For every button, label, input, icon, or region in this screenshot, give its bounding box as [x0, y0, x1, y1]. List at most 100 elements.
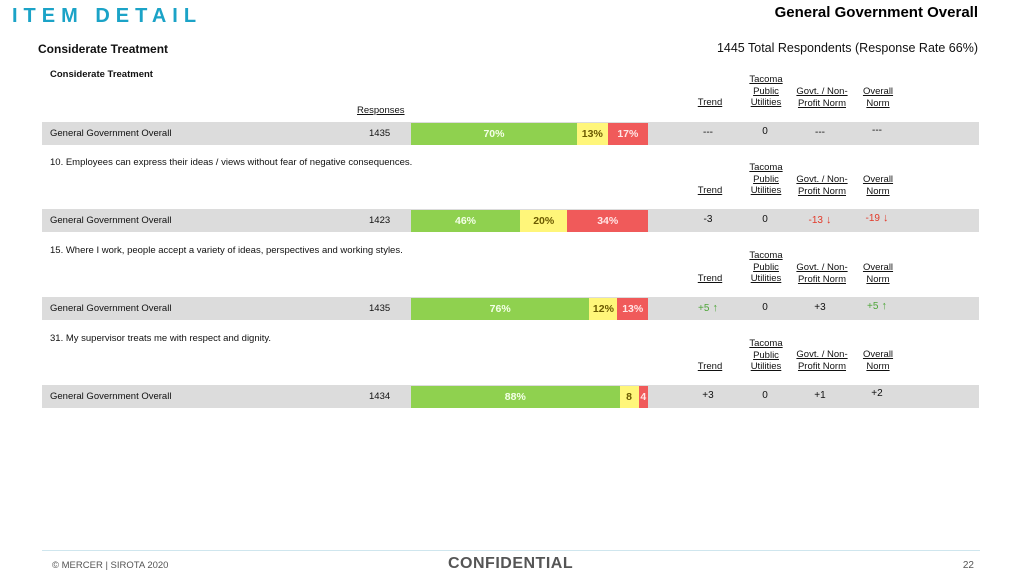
tpu-column-header: Tacoma Public Utilities: [741, 162, 791, 197]
table-row: General Government Overall 1423 46% 20% …: [42, 209, 979, 232]
group-title: General Government Overall: [774, 4, 978, 21]
neutral-segment: 13%: [576, 123, 608, 145]
govt-norm-column-header: Govt. / Non- Profit Norm: [790, 262, 854, 285]
response-count: 1435: [369, 128, 391, 139]
respondents-summary: 1445 Total Respondents (Response Rate 66…: [716, 41, 978, 55]
tpu-header-line: Tacoma: [749, 338, 783, 349]
favorable-segment: 76%: [411, 298, 590, 320]
response-bar: 46% 20% 34%: [411, 210, 648, 232]
overall-norm-cell: +5 ↑: [857, 300, 897, 312]
overall-header-line: Overall: [862, 86, 894, 97]
trend-header-text: Trend: [697, 361, 723, 372]
favorable-segment: 88%: [411, 386, 620, 408]
unfavorable-segment: 17%: [607, 123, 648, 145]
arrow-down-icon: ↓: [882, 212, 889, 224]
tpu-value: 0: [762, 390, 768, 401]
neutral-segment: 20%: [520, 210, 568, 232]
govt-norm-column-header: Govt. / Non- Profit Norm: [790, 86, 854, 109]
question-text: 15. Where I work, people accept a variet…: [50, 245, 403, 256]
overall-header-line: Norm: [866, 273, 890, 285]
govt-norm-value: -13: [808, 215, 823, 226]
trend-cell: +5 ↑: [688, 302, 728, 314]
tpu-header-line: Public: [753, 349, 779, 361]
trend-value: +3: [702, 390, 714, 401]
unfavorable-segment: 4: [638, 386, 648, 408]
overall-norm-column-header: Overall Norm: [856, 349, 900, 372]
overall-header-line: Overall: [862, 262, 894, 273]
trend-header-text: Trend: [697, 185, 723, 196]
neutral-segment: 8: [619, 386, 639, 408]
response-count: 1435: [369, 303, 391, 314]
govt-header-line: Govt. / Non-: [796, 349, 848, 360]
response-count: 1423: [369, 215, 391, 226]
overall-norm-cell: -19 ↓: [857, 212, 897, 224]
govt-header-line: Govt. / Non-: [796, 86, 848, 97]
tpu-header-line: Utilities: [750, 97, 782, 108]
trend-column-header: Trend: [690, 97, 730, 109]
govt-norm-value: +3: [814, 302, 826, 313]
govt-norm-column-header: Govt. / Non- Profit Norm: [790, 349, 854, 372]
govt-header-line: Profit Norm: [797, 185, 847, 197]
govt-norm-cell: -13 ↓: [800, 214, 840, 226]
table-row: General Government Overall 1435 70% 13% …: [42, 122, 979, 145]
footer-divider: [42, 550, 980, 551]
overall-norm-column-header: Overall Norm: [856, 86, 900, 109]
response-bar: 70% 13% 17%: [411, 123, 648, 145]
question-text: 31. My supervisor treats me with respect…: [50, 333, 272, 344]
overall-header-line: Norm: [866, 185, 890, 197]
overall-norm-value: -19: [865, 213, 880, 224]
neutral-segment: 12%: [589, 298, 618, 320]
trend-header-text: Trend: [697, 273, 723, 284]
table-sub-heading: Considerate Treatment: [50, 69, 153, 80]
tpu-header-line: Public: [753, 85, 779, 97]
govt-header-line: Profit Norm: [797, 273, 847, 285]
section-heading: Considerate Treatment: [38, 42, 169, 56]
overall-norm-value: +2: [871, 388, 883, 399]
trend-value: +5: [698, 303, 710, 314]
govt-header-line: Govt. / Non-: [796, 174, 848, 185]
trend-column-header: Trend: [690, 185, 730, 197]
response-bar: 76% 12% 13%: [411, 298, 648, 320]
govt-norm-value: +1: [814, 390, 826, 401]
trend-value: -3: [703, 214, 713, 225]
tpu-header-line: Tacoma: [749, 74, 783, 85]
tpu-header-line: Tacoma: [749, 250, 783, 261]
govt-header-line: Profit Norm: [797, 97, 847, 109]
row-label: General Government Overall: [50, 215, 172, 226]
overall-norm-column-header: Overall Norm: [856, 174, 900, 197]
copyright-text: © MERCER | SIROTA 2020: [52, 560, 169, 571]
trend-value: ---: [703, 127, 713, 138]
unfavorable-segment: 34%: [567, 210, 648, 232]
response-bar: 88% 8 4: [411, 386, 648, 408]
tpu-column-header: Tacoma Public Utilities: [741, 338, 791, 373]
overall-header-line: Norm: [866, 360, 890, 372]
tpu-header-line: Utilities: [750, 185, 782, 196]
table-row: General Government Overall 1435 76% 12% …: [42, 297, 979, 320]
page-number: 22: [962, 560, 974, 571]
govt-header-line: Govt. / Non-: [796, 262, 848, 273]
overall-header-line: Overall: [862, 174, 894, 185]
tpu-value: 0: [762, 302, 768, 313]
row-label: General Government Overall: [50, 303, 172, 314]
govt-norm-value: ---: [815, 127, 825, 138]
arrow-down-icon: ↓: [825, 214, 832, 226]
tpu-header-line: Public: [753, 261, 779, 273]
page-title: ITEM DETAIL: [12, 5, 203, 27]
tpu-column-header: Tacoma Public Utilities: [741, 250, 791, 285]
govt-norm-column-header: Govt. / Non- Profit Norm: [790, 174, 854, 197]
trend-column-header: Trend: [690, 273, 730, 285]
govt-header-line: Profit Norm: [797, 360, 847, 372]
arrow-up-icon: ↑: [712, 302, 718, 314]
tpu-value: 0: [762, 214, 768, 225]
row-label: General Government Overall: [50, 128, 172, 139]
favorable-segment: 70%: [411, 123, 577, 145]
tpu-header-line: Utilities: [750, 361, 782, 372]
question-text: 10. Employees can express their ideas / …: [50, 157, 413, 168]
overall-norm-column-header: Overall Norm: [856, 262, 900, 285]
tpu-column-header: Tacoma Public Utilities: [741, 74, 791, 109]
tpu-header-line: Tacoma: [749, 162, 783, 173]
overall-norm-value: +5: [867, 301, 879, 312]
overall-norm-value: ---: [872, 125, 882, 136]
overall-header-line: Overall: [862, 349, 894, 360]
arrow-up-icon: ↑: [881, 300, 887, 312]
